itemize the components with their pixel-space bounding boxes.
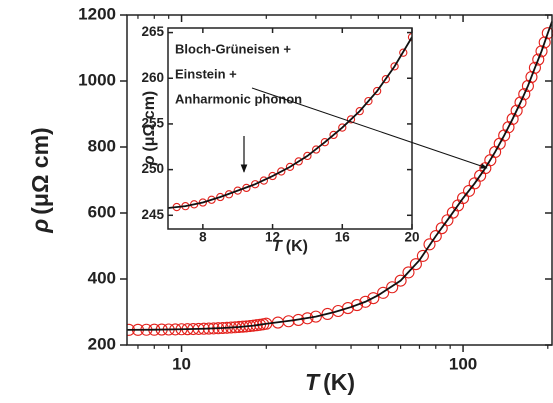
inset-plot: 8 12 16 20 245 250 255 260 265 T (K) ρ (μΩ cm) Bloch-… [141, 24, 419, 255]
data-point [355, 106, 364, 116]
data-point [429, 230, 442, 243]
plot-area [127, 21, 553, 336]
data-point [390, 62, 399, 71]
data-point [303, 151, 312, 161]
data-point [346, 115, 356, 124]
data-point [311, 145, 321, 154]
x-axis-symbol: T [272, 238, 283, 255]
x-tick-label: 16 [335, 230, 351, 245]
x-axis-unit: (K) [323, 369, 355, 395]
annotation: Bloch-Grüneisen + [175, 41, 291, 56]
x-tick-label: 20 [404, 230, 419, 245]
data-point [386, 281, 399, 294]
annotation: Einstein + [175, 66, 237, 81]
x-tick-label: 8 [199, 230, 207, 245]
y-axis-symbol: ρ [27, 219, 53, 234]
data-point [506, 112, 519, 125]
data-point [457, 192, 470, 205]
data-point [294, 157, 303, 166]
y-tick-label: 255 [141, 115, 164, 130]
x-axis-unit: (K) [286, 238, 308, 255]
data-point [528, 61, 541, 74]
annotation-arrows [240, 87, 488, 173]
x-tick-label: 100 [449, 354, 477, 373]
plot-frame [167, 27, 413, 230]
y-axis-unit: (μΩ cm) [141, 91, 158, 152]
data-point [462, 184, 476, 197]
x-axis-label: T (K) [272, 238, 308, 255]
data-point [364, 96, 373, 106]
data-point [394, 274, 407, 287]
data-point [399, 48, 408, 57]
y-tick-label: 265 [141, 24, 164, 39]
data-point [541, 27, 553, 40]
x-axis-symbol: T [305, 369, 321, 395]
data-point [350, 299, 364, 312]
data-point [538, 36, 551, 49]
data-point [381, 75, 391, 84]
data-point [285, 162, 295, 172]
y-tick-label: 600 [88, 202, 116, 221]
annotation: Anharmonic phonon [175, 91, 302, 106]
data-point [377, 286, 390, 299]
data-point [372, 86, 382, 96]
data-point [416, 249, 429, 262]
fit-line [168, 36, 412, 209]
x-axis-label: T (K) [305, 369, 355, 395]
plot-area [168, 32, 412, 212]
x-tick-label: 10 [172, 354, 191, 373]
y-tick-label: 250 [141, 161, 164, 176]
data-point [329, 130, 338, 140]
data-point [320, 138, 330, 147]
y-tick-label: 1000 [78, 70, 116, 89]
data-point [521, 79, 534, 92]
y-axis-unit: (μΩ cm) [27, 127, 53, 214]
data-point [268, 171, 277, 181]
data-point [338, 123, 347, 132]
data-point [423, 238, 436, 251]
y-axis-symbol: ρ [141, 155, 158, 166]
y-tick-label: 800 [88, 136, 116, 155]
data-point [277, 167, 286, 176]
data-point [409, 258, 422, 271]
data-point [435, 222, 448, 235]
data-point [514, 96, 527, 109]
x-tick-label: 12 [265, 230, 280, 245]
data-point [532, 53, 545, 66]
data-point [518, 88, 531, 101]
y-axis-label: ρ (μΩ cm) [141, 91, 158, 167]
data-point [233, 186, 242, 195]
data-point [259, 176, 269, 185]
y-axis-label: ρ (μΩ cm) [27, 127, 53, 233]
data-point [359, 295, 372, 308]
data-point [367, 292, 380, 305]
y-tick-label: 400 [88, 268, 116, 287]
fit-line [127, 21, 553, 331]
data-point [402, 266, 415, 279]
data-point [341, 301, 354, 315]
data-point [510, 104, 523, 117]
data-point [250, 180, 260, 189]
arrow [251, 87, 488, 169]
data-point [207, 195, 216, 204]
y-tick-label: 1200 [78, 4, 116, 23]
data-point [216, 192, 225, 202]
y-tick-label: 260 [141, 70, 164, 85]
data-point [535, 45, 548, 58]
y-tick-label: 245 [141, 207, 164, 222]
y-tick-label: 200 [88, 334, 116, 353]
plot-frame [126, 14, 553, 346]
